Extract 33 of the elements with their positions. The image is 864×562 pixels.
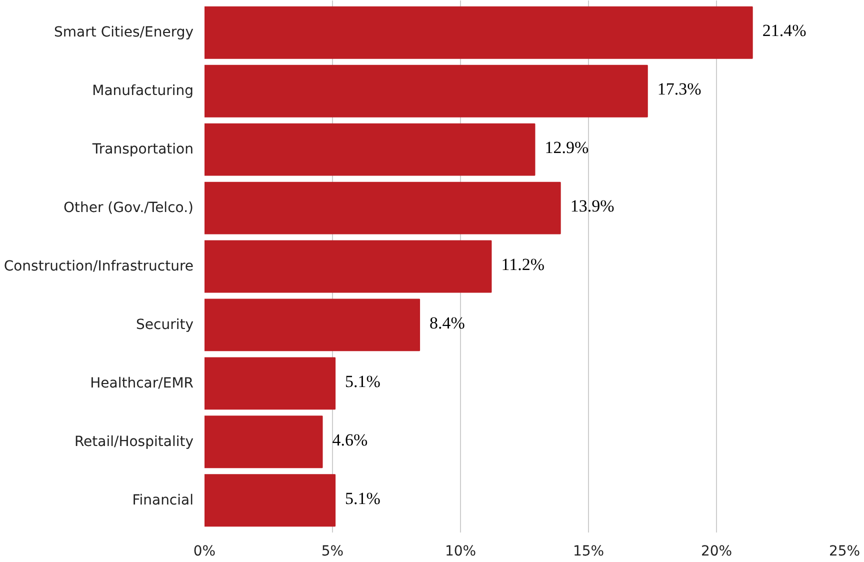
- bar: [204, 182, 561, 234]
- bar: [204, 416, 323, 468]
- y-tick-label: Other (Gov./Telco.): [63, 200, 194, 216]
- data-label: 11.2%: [501, 255, 544, 274]
- bar: [204, 298, 420, 352]
- y-tick-label: Manufacturing: [92, 83, 194, 100]
- data-label: 13.9%: [570, 196, 614, 216]
- y-tick-label: Security: [136, 316, 194, 333]
- bar: [204, 240, 492, 293]
- y-tick-label: Retail/Hospitality: [74, 434, 194, 450]
- x-tick-label: 20%: [700, 544, 732, 560]
- x-tick-label: 25%: [828, 544, 860, 560]
- data-label: 8.4%: [430, 313, 465, 332]
- bar: [204, 357, 336, 410]
- y-tick-label: Healthcar/EMR: [90, 375, 194, 392]
- bar: [204, 474, 336, 527]
- data-label: 12.9%: [544, 138, 589, 158]
- data-label: 21.4%: [762, 21, 806, 40]
- bar: [204, 6, 753, 59]
- y-tick-label: Construction/Infrastructure: [4, 258, 194, 274]
- x-tick-label: 5%: [321, 544, 344, 560]
- data-label: 17.3%: [657, 80, 702, 99]
- x-tick-label: 0%: [193, 544, 216, 560]
- y-tick-label: Transportation: [91, 142, 194, 158]
- bar: [204, 64, 648, 118]
- data-label: 5.1%: [345, 488, 380, 508]
- x-tick-label: 15%: [572, 544, 604, 560]
- x-tick-label: 10%: [444, 544, 476, 560]
- y-tick-label: Financial: [132, 492, 194, 508]
- bar: [204, 123, 536, 176]
- data-label: 5.1%: [345, 372, 380, 391]
- data-label: 4.6%: [332, 430, 368, 450]
- y-tick-label: Smart Cities/Energy: [54, 24, 194, 41]
